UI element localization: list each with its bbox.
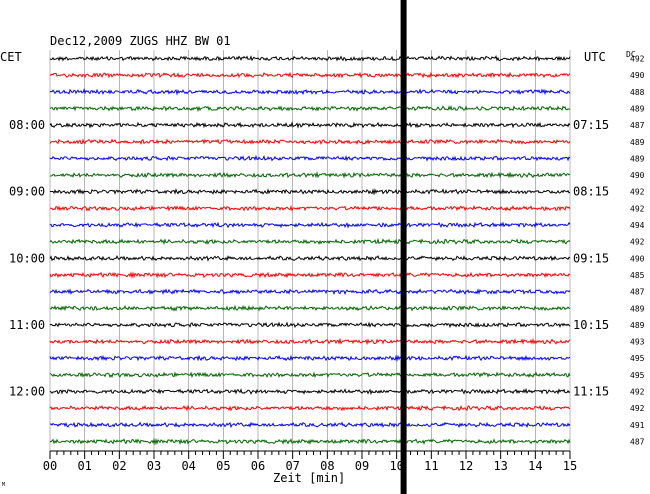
dc-offset-value: 487	[630, 437, 645, 446]
left-timezone-label: CET	[0, 50, 22, 64]
dc-offset-value: 492	[630, 388, 645, 397]
seismic-trace	[49, 138, 571, 146]
seismic-trace	[49, 55, 571, 62]
seismic-trace	[49, 271, 571, 280]
seismic-trace	[49, 337, 571, 346]
dc-offset-value: 495	[630, 354, 645, 363]
seismic-trace	[49, 221, 571, 229]
right-time-label: 07:15	[573, 118, 609, 132]
seismic-trace	[49, 255, 571, 262]
dc-offset-value: 491	[630, 421, 645, 430]
x-tick-label: 11	[424, 459, 438, 473]
current-time-marker	[400, 0, 407, 494]
dc-offset-value: 492	[630, 404, 645, 413]
right-time-label: 09:15	[573, 251, 609, 265]
x-tick-label: 12	[459, 459, 473, 473]
dc-offset-value: 492	[630, 188, 645, 197]
dc-offset-value: 490	[630, 171, 645, 180]
seismic-trace	[49, 237, 571, 246]
x-tick-label: 09	[355, 459, 369, 473]
right-timezone-label: UTC	[584, 50, 606, 64]
dc-offset-value: 489	[630, 304, 645, 313]
axis-labels: 492 490 488 489 487 489 489 490 492 492 494 492 490 4…	[9, 55, 645, 474]
dc-offset-value: 493	[630, 338, 645, 347]
dc-offset-value: 489	[630, 154, 645, 163]
seismic-trace	[49, 371, 571, 379]
x-tick-label: 08	[320, 459, 334, 473]
seismic-trace	[49, 154, 571, 162]
left-time-label: 10:00	[9, 251, 45, 265]
right-time-label: 08:15	[573, 185, 609, 199]
x-tick-label: 14	[528, 459, 542, 473]
seismic-trace	[49, 188, 571, 196]
seismic-trace	[49, 354, 571, 363]
dc-offset-value: 489	[630, 321, 645, 330]
seismic-trace	[49, 321, 571, 329]
seismic-trace	[49, 404, 571, 412]
seismic-trace	[49, 121, 571, 129]
dc-offset-value: 494	[630, 221, 645, 230]
dc-offset-value: 495	[630, 371, 645, 380]
seismic-trace	[49, 421, 571, 429]
x-axis-label: Zeit [min]	[273, 471, 345, 485]
x-tick-label: 06	[251, 459, 265, 473]
seismic-trace	[49, 71, 571, 79]
seismic-trace	[49, 288, 571, 296]
dc-offset-value: 485	[630, 271, 645, 280]
right-time-label: 11:15	[573, 385, 609, 399]
seismic-trace	[49, 104, 571, 113]
x-tick-label: 04	[181, 459, 195, 473]
dc-offset-value: 492	[630, 55, 645, 64]
left-time-label: 08:00	[9, 118, 45, 132]
x-tick-label: 10	[389, 459, 403, 473]
seismic-trace	[49, 304, 571, 312]
chart-title: Dec12,2009 ZUGS HHZ BW 01	[50, 34, 231, 48]
dc-offset-value: 489	[630, 104, 645, 113]
right-time-label: 10:15	[573, 318, 609, 332]
dc-offset-value: 492	[630, 238, 645, 247]
seismic-trace	[49, 88, 571, 96]
x-tick-label: 13	[493, 459, 507, 473]
dc-offset-value: 490	[630, 254, 645, 263]
x-tick-label: 03	[147, 459, 161, 473]
dc-offset-value: 487	[630, 288, 645, 297]
left-time-label: 12:00	[9, 385, 45, 399]
dc-offset-header: DC	[626, 50, 636, 59]
dc-offset-value: 490	[630, 71, 645, 80]
trace-lines	[49, 55, 571, 446]
dc-offset-value: 492	[630, 204, 645, 213]
x-tick-label: 00	[43, 459, 57, 473]
x-tick-label: 07	[285, 459, 299, 473]
x-tick-label: 15	[563, 459, 577, 473]
left-time-label: 11:00	[9, 318, 45, 332]
corner-mark: M	[2, 482, 5, 488]
seismic-trace	[49, 204, 571, 212]
x-tick-label: 05	[216, 459, 230, 473]
dc-offset-value: 487	[630, 121, 645, 130]
left-time-label: 09:00	[9, 185, 45, 199]
seismic-trace	[49, 170, 571, 179]
x-tick-label: 01	[77, 459, 91, 473]
x-tick-label: 02	[112, 459, 126, 473]
dc-offset-value: 488	[630, 88, 645, 97]
seismic-trace	[49, 437, 571, 446]
seismic-trace	[49, 387, 571, 396]
time-marker-layer	[400, 0, 407, 494]
dc-offset-value: 489	[630, 138, 645, 147]
grid-lines	[49, 50, 571, 451]
